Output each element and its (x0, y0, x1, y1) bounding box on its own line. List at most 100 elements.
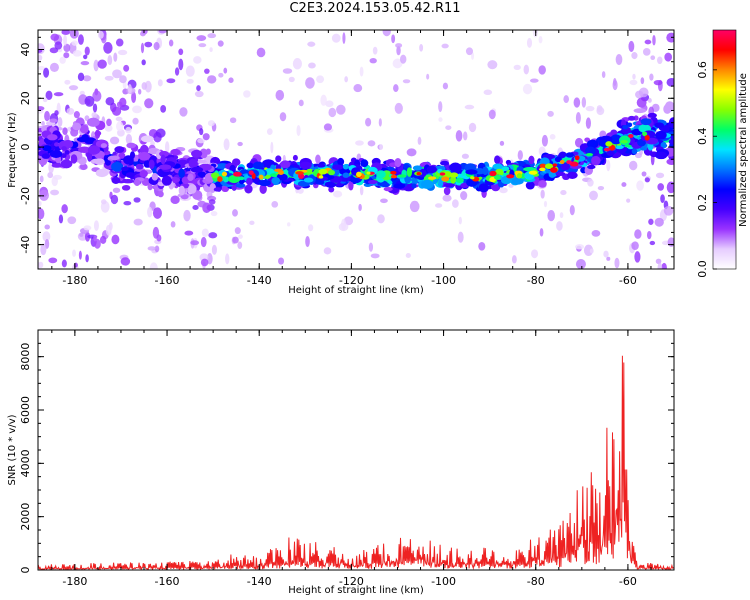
spectrogram-ridge-blob (264, 168, 275, 176)
spectrogram-noise-blob (218, 72, 224, 78)
spectrogram-hotspot (237, 176, 245, 181)
spectrogram-ridge (38, 104, 674, 202)
spectrogram-hotspot (516, 173, 523, 179)
spectrogram-noise-blob (125, 133, 133, 145)
spectrogram-hotspot (569, 161, 579, 167)
spectrogram-noise-blob (133, 218, 143, 226)
spectrogram-ridge-blob (180, 194, 189, 200)
spectrogram-ridge-blob (591, 155, 601, 166)
spectrogram-noise-blob (67, 216, 77, 225)
spectrogram-hotspot (327, 169, 336, 176)
spectrogram-ridge-blob (426, 165, 438, 174)
spectrogram-noise-blob (338, 222, 349, 232)
spectrogram-ridge-blob (292, 154, 298, 161)
spectrogram-noise-blob (147, 206, 153, 218)
spectrogram-noise-blob (511, 255, 517, 264)
spectrogram-hotspot (550, 167, 558, 173)
spectrogram-noise-blob (508, 183, 514, 188)
spectrogram-ridge-blob (135, 163, 144, 170)
spectrogram-noise-blob (438, 101, 443, 113)
spectrogram-noise-blob (513, 64, 521, 70)
spectrogram-ridge-blob (42, 145, 52, 152)
spectrogram-hotspot (318, 175, 324, 179)
spectrogram-noise-blob (164, 141, 170, 154)
spectrogram-noise-blob (149, 262, 158, 269)
spectrogram-noise-blob (666, 32, 674, 43)
spectrogram-noise-blob (225, 253, 230, 265)
spectrogram-ridge-blob (121, 166, 129, 171)
spectrogram-noise-blob (323, 247, 332, 255)
spectrogram-ridge-blob (666, 158, 674, 165)
spectrogram-noise-blob (455, 130, 463, 142)
spectrogram-noise-blob (232, 236, 239, 244)
spectrogram-ridge-blob (60, 159, 73, 169)
spectrogram-noise-blob (174, 67, 180, 76)
spectrogram-ridge-blob (72, 122, 82, 131)
spectrogram-hotspot (397, 174, 407, 178)
spectrogram-hotspot (644, 134, 650, 141)
spectrogram-noise-blob (601, 71, 606, 79)
spectrogram-noise-blob (603, 250, 609, 258)
spectrogram-noise-blob (99, 235, 107, 244)
spectrogram-noise-blob (344, 76, 349, 83)
spectrogram-ridge-blob (259, 184, 267, 194)
spectrogram-noise-blob (358, 203, 362, 212)
spectrogram-noise-blob (207, 75, 217, 84)
spectrogram-hotspot (552, 163, 558, 167)
spectrogram-ridge-blob (121, 184, 131, 191)
spectrogram-noise-blob (147, 246, 156, 251)
spectrogram-noise-blob (223, 67, 228, 74)
spectrogram-noise-blob (612, 79, 618, 91)
spectrogram-noise-blob (589, 190, 598, 201)
snr-y-tick-label: 0 (19, 567, 32, 574)
spectrogram-hotspot (539, 163, 547, 169)
spectrogram-noise-blob (641, 171, 647, 177)
spectrogram-noise-blob (38, 66, 46, 71)
spectrogram-noise-blob (82, 75, 92, 82)
spectrogram-ridge-blob (360, 159, 369, 168)
spectrogram-noise-blob (73, 111, 80, 119)
spectrogram-ridge-blob (188, 158, 198, 169)
spectrogram-noise-blob (78, 250, 82, 260)
spectrogram-noise-blob (115, 116, 123, 122)
colorbar-gradient (713, 30, 736, 269)
colorbar-tick-label: 0.0 (696, 260, 709, 278)
spectrogram-noise-blob (116, 121, 124, 132)
spectrogram-ridge-blob (246, 162, 254, 169)
spectrogram-noise-blob (646, 230, 652, 240)
spectrogram-noise-blob (201, 228, 209, 238)
spectrogram-ridge-blob (394, 157, 402, 168)
spectrogram-noise-blob (538, 65, 546, 75)
spectrogram-noise-blob (105, 97, 115, 106)
spectrogram-noise-blob (278, 257, 285, 265)
spectrogram-noise-blob (97, 30, 104, 39)
spectrogram-noise-blob (158, 30, 167, 34)
spectrogram-noise-blob (320, 94, 327, 106)
spectrogram-ridge-blob (143, 160, 150, 168)
snr-y-tick-label: 6000 (19, 396, 32, 424)
colorbar-tick-label: 0.6 (696, 61, 709, 79)
spectrogram-ridge-blob (328, 186, 335, 193)
spectrogram-ridge-blob (104, 160, 111, 166)
spectrogram-noise-blob (54, 41, 63, 50)
spectrogram-ridge-blob (178, 168, 185, 179)
spectrogram-ridge-blob (587, 164, 596, 170)
spectrogram-ridge-blob (191, 149, 203, 158)
spectrogram-noise-blob (77, 72, 85, 82)
spectrogram-ridge-blob (555, 171, 566, 177)
spectrogram-noise-blob (104, 124, 113, 132)
spectrogram-ridge-blob (114, 146, 125, 154)
spectrogram-ridge-blob (342, 163, 349, 170)
spectrogram-noise-blob (298, 99, 304, 107)
spectrogram-noise-blob (336, 104, 346, 115)
spectrogram-ticks: -180 -160 -140 -120 -100 -80 -60 -40 -20 0 20 40 (19, 30, 675, 287)
spectrogram-ridge-blob (565, 152, 574, 158)
spectrogram-y-tick-label: -40 (19, 236, 32, 254)
snr-x-tick-label: -80 (527, 575, 545, 588)
spectrogram-noise-blob (133, 197, 141, 203)
spectrogram-noise-blob (589, 248, 594, 254)
spectrogram-noise-blob (64, 79, 71, 85)
spectrogram-noise-blob (39, 189, 49, 201)
spectrogram-noise-blob (183, 209, 191, 222)
